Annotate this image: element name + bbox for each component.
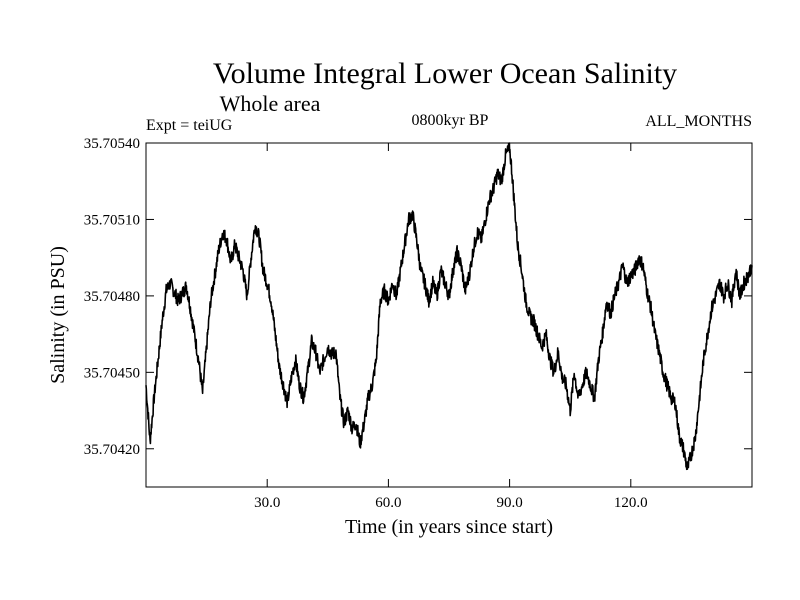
y-axis: 35.70420 35.70450 35.70480 35.70510 35.70540: [84, 136, 752, 458]
x-axis: 30.0 60.0 90.0 120.0: [254, 143, 648, 511]
y-tick-label: 35.70510: [84, 212, 140, 228]
x-tick-label: 60.0: [375, 495, 401, 511]
y-axis-label: Salinity (in PSU): [47, 246, 69, 384]
period-label: 0800kyr BP: [412, 112, 489, 129]
plot-frame: [145, 142, 753, 488]
chart-title: Volume Integral Lower Ocean Salinity: [213, 57, 677, 90]
x-axis-label: Time (in years since start): [345, 516, 553, 538]
y-tick-label: 35.70420: [84, 442, 140, 458]
x-tick-label: 30.0: [254, 495, 280, 511]
salinity-series-line: [145, 142, 753, 471]
y-tick-label: 35.70480: [84, 289, 140, 305]
expt-label: Expt = teiUG: [146, 117, 233, 134]
x-tick-label: 120.0: [614, 495, 648, 511]
y-tick-label: 35.70450: [84, 365, 140, 381]
months-label: ALL_MONTHS: [645, 113, 752, 130]
y-tick-label: 35.70540: [84, 136, 140, 152]
chart-subtitle: Whole area: [220, 91, 321, 116]
x-tick-label: 90.0: [496, 495, 522, 511]
